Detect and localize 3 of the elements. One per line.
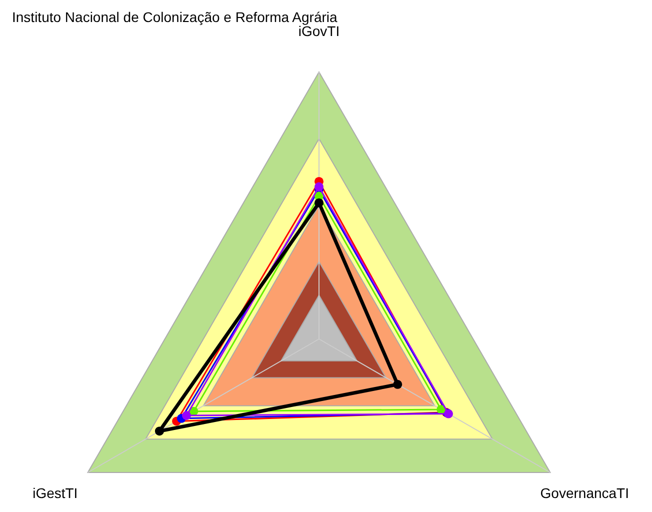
- chart-title: Instituto Nacional de Colonização e Reforma Agrária: [12, 9, 338, 25]
- spoke-label: iGestTI: [32, 484, 78, 501]
- spoke-label: GovernancaTI: [540, 484, 630, 501]
